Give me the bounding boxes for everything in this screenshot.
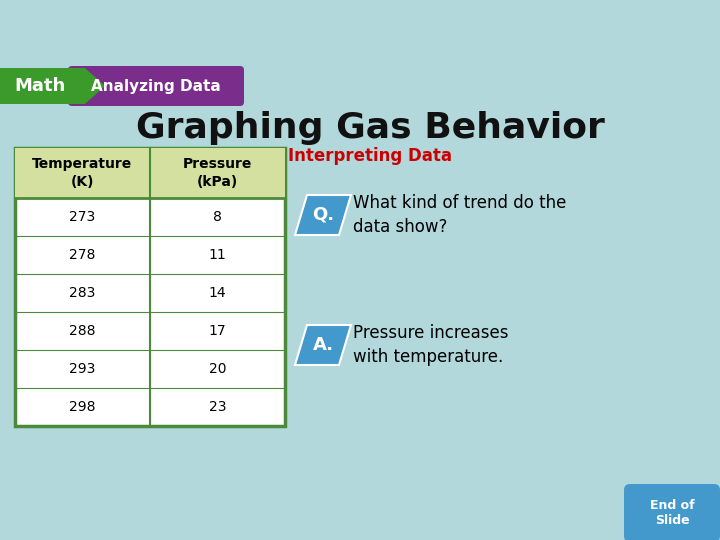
Text: 11: 11	[209, 248, 226, 262]
Text: 283: 283	[69, 286, 96, 300]
Text: 8: 8	[213, 210, 222, 224]
Text: 278: 278	[69, 248, 96, 262]
FancyBboxPatch shape	[15, 148, 285, 198]
Polygon shape	[295, 195, 351, 235]
Text: Graphing Gas Behavior: Graphing Gas Behavior	[135, 111, 604, 145]
Text: Interpreting Data: Interpreting Data	[288, 147, 452, 165]
Polygon shape	[295, 325, 351, 365]
FancyBboxPatch shape	[68, 66, 244, 106]
Text: 273: 273	[69, 210, 96, 224]
Text: 298: 298	[69, 400, 96, 414]
Polygon shape	[0, 68, 105, 104]
Text: What kind of trend do the
data show?: What kind of trend do the data show?	[353, 193, 567, 237]
Text: Math: Math	[15, 77, 66, 95]
FancyBboxPatch shape	[624, 484, 720, 540]
Text: 20: 20	[209, 362, 226, 376]
Text: Pressure
(kPa): Pressure (kPa)	[183, 157, 252, 188]
Text: 17: 17	[209, 324, 226, 338]
Text: 14: 14	[209, 286, 226, 300]
Text: Temperature
(K): Temperature (K)	[32, 157, 132, 188]
FancyBboxPatch shape	[15, 148, 285, 426]
Text: 288: 288	[69, 324, 96, 338]
Text: 293: 293	[69, 362, 96, 376]
Text: 23: 23	[209, 400, 226, 414]
Text: Pressure increases
with temperature.: Pressure increases with temperature.	[353, 323, 508, 367]
Text: End of
Slide: End of Slide	[649, 499, 694, 527]
Text: A.: A.	[312, 336, 333, 354]
Text: Analyzing Data: Analyzing Data	[91, 78, 221, 93]
Text: Q.: Q.	[312, 206, 334, 224]
